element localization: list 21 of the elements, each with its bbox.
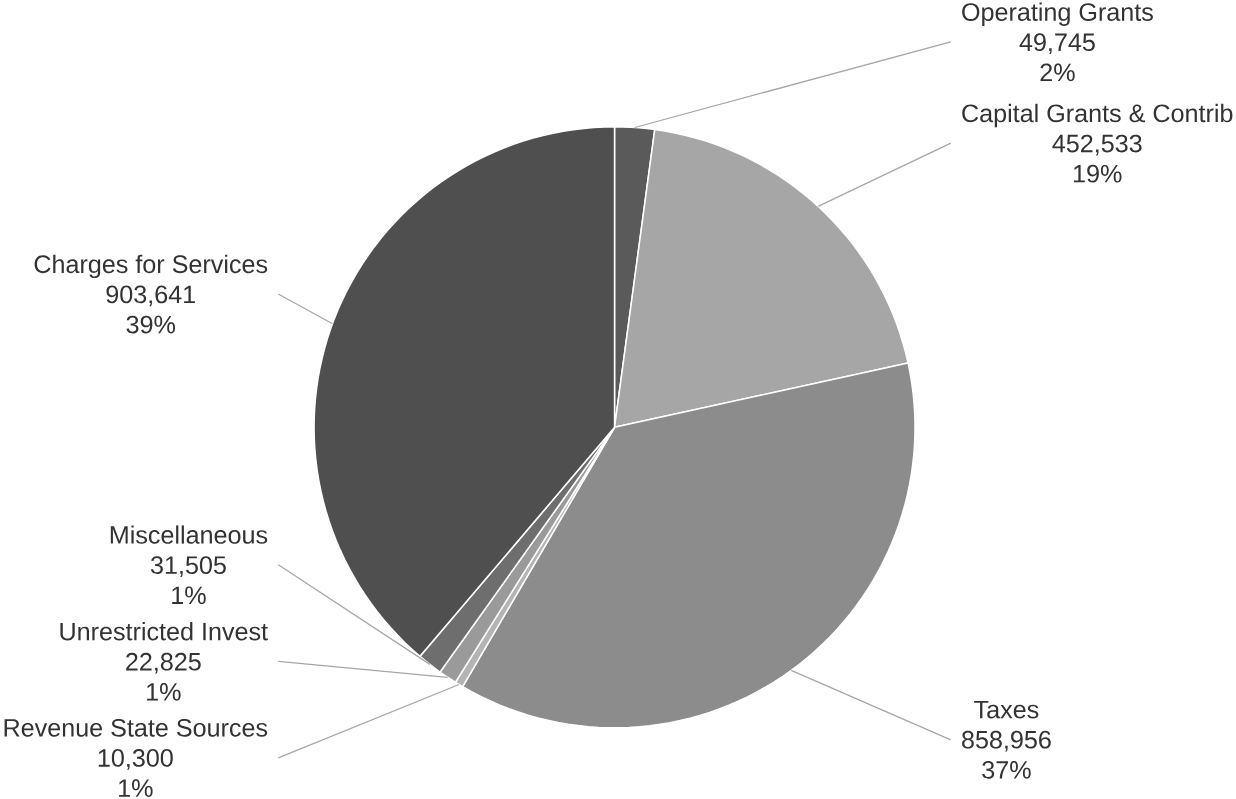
slice-label: Revenue State Sources bbox=[4, 718, 268, 737]
text: 1% bbox=[147, 682, 181, 701]
slice-label: Unrestricted Invest bbox=[60, 621, 268, 641]
data-label: 31,505 bbox=[150, 556, 226, 577]
text: 1% bbox=[172, 586, 206, 604]
slice-label: Taxes bbox=[974, 700, 1039, 719]
data-label: 22,825 bbox=[126, 652, 201, 674]
data-label: 452,533 bbox=[1052, 134, 1142, 156]
slice-label: Operating Grants bbox=[962, 2, 1153, 26]
data-label: 858,956 bbox=[962, 730, 1051, 752]
data-label: 49,745 bbox=[1019, 33, 1095, 54]
text: 39% bbox=[126, 315, 176, 334]
text: 1% bbox=[119, 779, 153, 797]
data-label: 903,641 bbox=[106, 285, 195, 307]
slice-label: Capital Grants & Contrib bbox=[962, 103, 1233, 127]
text: 37% bbox=[982, 760, 1031, 779]
data-label: 10,300 bbox=[98, 748, 173, 770]
slice-label: Charges for Services bbox=[34, 254, 268, 278]
slice-label: Miscellaneous bbox=[110, 525, 268, 544]
text: 19% bbox=[1074, 164, 1122, 183]
text: 2% bbox=[1040, 63, 1075, 81]
